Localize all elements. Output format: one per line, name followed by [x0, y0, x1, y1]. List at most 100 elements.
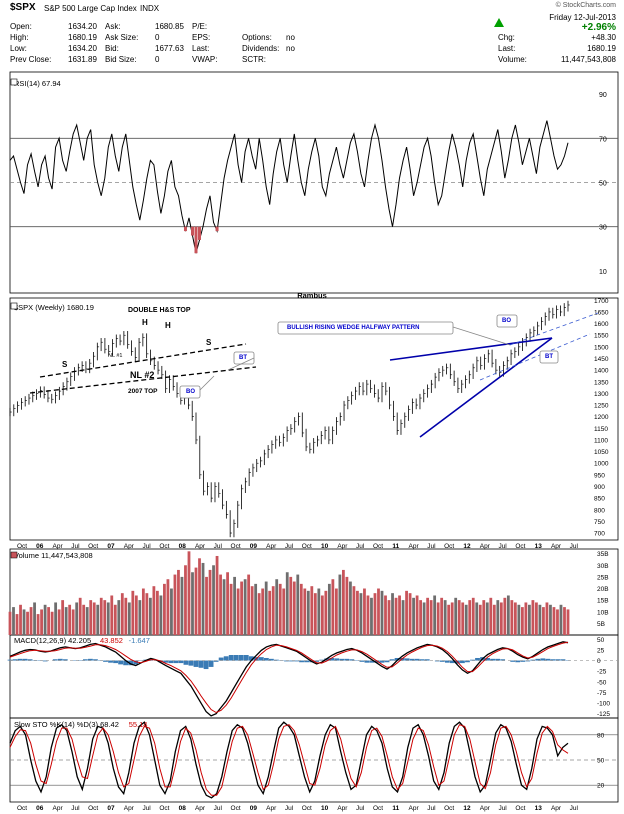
- annotation-9: BO: [186, 389, 195, 395]
- chg-value: +48.30: [591, 33, 616, 42]
- volume-bar: [401, 600, 405, 635]
- volume-bar: [180, 576, 184, 635]
- volume-bar: [426, 597, 430, 635]
- macd-histogram-bar: [284, 660, 289, 662]
- volume-bar: [373, 593, 377, 635]
- x-tick-label: Jul: [71, 543, 80, 550]
- x-tick-label: Oct: [88, 543, 98, 550]
- macd-histogram-bar: [258, 657, 264, 661]
- volume-bar: [450, 602, 454, 635]
- last-label-mid: Last:: [192, 44, 210, 53]
- volume-bar: [26, 611, 29, 635]
- volume-bar: [156, 590, 159, 635]
- x-tick-label-bottom: 08: [179, 805, 187, 812]
- price-tick-label: 1600: [594, 321, 609, 328]
- volume-bar: [191, 572, 194, 635]
- volume-bar: [398, 595, 401, 635]
- volume-bar: [520, 607, 524, 635]
- volume-bar: [261, 588, 265, 635]
- volume-bar: [33, 602, 36, 635]
- volume-bar: [306, 590, 310, 635]
- volume-bar: [120, 593, 124, 635]
- volume-bar: [475, 602, 479, 635]
- volume-bar: [436, 602, 440, 635]
- volume-bar: [278, 583, 282, 635]
- volume-bar: [64, 607, 68, 635]
- volume-bar: [85, 607, 89, 635]
- volume-bar: [131, 590, 135, 635]
- volume-bar: [292, 581, 296, 635]
- volume-bar: [517, 604, 521, 635]
- volume-bar: [496, 600, 500, 635]
- ask-label: Ask:: [105, 22, 121, 31]
- volume-bar: [226, 572, 229, 635]
- price-tick-label: 1100: [594, 437, 608, 444]
- volume-bar: [303, 588, 307, 635]
- volume-tick-label: 35B: [597, 551, 609, 558]
- volume-bar: [222, 579, 226, 635]
- volume-bar: [524, 602, 528, 635]
- volume-bar: [271, 586, 275, 635]
- volume-bar: [464, 604, 468, 635]
- macd-histogram-bar: [439, 660, 445, 662]
- volume-bar: [145, 593, 149, 635]
- macd-histogram-bar: [525, 660, 531, 662]
- volume-bar: [173, 574, 177, 635]
- volume-bar: [201, 562, 205, 635]
- volume-bar: [127, 602, 131, 635]
- volume-bar: [320, 595, 324, 635]
- volume-bar: [317, 588, 321, 635]
- volume-bar: [429, 600, 433, 635]
- macd-histogram-bar: [364, 660, 370, 663]
- x-tick-label: Apr: [195, 543, 206, 550]
- dividends-value: no: [286, 44, 295, 53]
- volume-bar: [170, 588, 173, 635]
- macd-histogram-bar: [52, 659, 58, 661]
- volume-bar: [243, 579, 247, 635]
- annotation-box: [277, 321, 454, 335]
- volume-bar: [563, 607, 566, 635]
- volume-bar: [419, 600, 422, 635]
- x-tick-label-bottom: 09: [250, 805, 258, 812]
- volume-bar: [492, 604, 496, 635]
- price-tick-label: 1550: [594, 333, 609, 340]
- x-tick-label-bottom: Oct: [17, 805, 27, 812]
- ask-value: 1680.85: [155, 22, 184, 31]
- volume-bar: [342, 569, 345, 635]
- price-tick-label: 1000: [594, 461, 609, 468]
- macd-histogram-bar: [369, 660, 375, 663]
- x-tick-label: Apr: [409, 543, 420, 550]
- volume-bar: [334, 588, 338, 635]
- x-tick-label: Jul: [570, 543, 579, 550]
- x-tick-label: 10: [321, 543, 329, 550]
- annotation-8: BT: [239, 355, 247, 361]
- macd-histogram-bar: [550, 659, 556, 661]
- rsi-title: RSI(14) 67.94: [14, 79, 61, 88]
- bid-value: 1677.63: [155, 44, 184, 53]
- annotation-box: [496, 314, 518, 328]
- annotation-10: BULLISH RISING WEDGE HALFWAY PATTERN: [287, 325, 419, 331]
- volume-bar: [510, 600, 514, 635]
- macd-histogram-bar: [434, 660, 440, 662]
- volume-bar: [377, 588, 380, 635]
- price-title: $SPX (Weekly) 1680.19: [14, 303, 94, 312]
- price-tick-label: 1650: [594, 309, 609, 316]
- volume-tick-label: 5B: [597, 621, 605, 628]
- stochastic-tick-label: 50: [597, 758, 605, 765]
- rsi-tick-label: 50: [599, 181, 607, 188]
- annotation-3: H: [165, 321, 171, 330]
- volume-bar: [187, 551, 191, 635]
- x-tick-label: 08: [179, 543, 187, 550]
- price-tick-label: 800: [594, 507, 605, 514]
- volume-bar: [219, 574, 222, 635]
- macd-histogram-bar: [42, 660, 48, 662]
- macd-histogram-bar: [520, 660, 526, 662]
- volume-bar: [57, 609, 61, 635]
- volume-bar: [89, 600, 93, 635]
- volume-bar: [36, 614, 40, 635]
- volume-tick-label: 10B: [597, 609, 609, 616]
- x-tick-label: Oct: [373, 543, 383, 550]
- volume-title: Volume 11,447,543,808: [14, 551, 93, 560]
- macd-tick-label: -25: [597, 669, 607, 676]
- volume-bar: [556, 609, 559, 635]
